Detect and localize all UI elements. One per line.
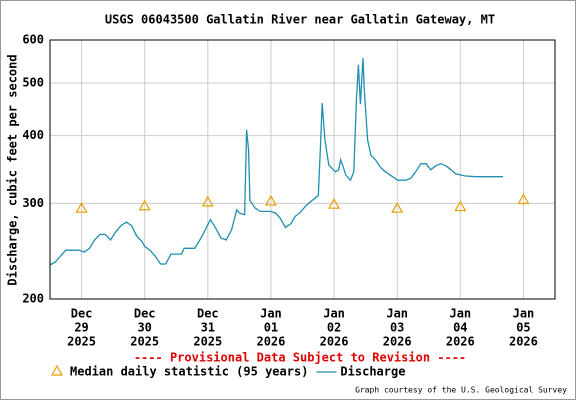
y-tick-label: 600 (22, 33, 44, 47)
chart-title: USGS 06043500 Gallatin River near Gallat… (105, 13, 495, 27)
median-marker (264, 194, 277, 206)
y-tick-label: 200 (22, 292, 44, 306)
x-tick-label: Dec (197, 307, 219, 321)
x-tick-label: 30 (137, 321, 151, 335)
x-tick-label: 31 (201, 321, 215, 335)
x-tick-label: Dec (134, 307, 156, 321)
y-tick-label: 500 (22, 75, 44, 89)
x-tick-label: 2026 (446, 335, 475, 349)
x-tick-label: Jan (513, 307, 535, 321)
x-tick-label: 2026 (320, 335, 349, 349)
x-tick-label: 2025 (130, 335, 159, 349)
y-tick-label: 400 (22, 128, 44, 142)
x-tick-label: 29 (74, 321, 88, 335)
x-tick-label: Jan (260, 307, 282, 321)
median-marker (138, 199, 151, 211)
median-marker (454, 200, 467, 212)
annotation: ---- Provisional Data Subject to Revisio… (134, 351, 466, 365)
x-tick-label: 05 (516, 321, 530, 335)
median-marker (517, 193, 530, 205)
x-tick-label: 2026 (509, 335, 538, 349)
x-tick-label: 04 (453, 321, 467, 335)
median-marker (201, 195, 214, 207)
x-tick-label: Jan (323, 307, 345, 321)
y-axis-label: Discharge, cubic feet per second (6, 54, 20, 285)
x-tick-label: Jan (386, 307, 408, 321)
x-tick-label: 2025 (67, 335, 96, 349)
legend-marker (50, 364, 64, 376)
x-tick-label: 01 (264, 321, 278, 335)
legend-label: Median daily statistic (95 years) (70, 365, 308, 379)
legend-label: Discharge (340, 365, 405, 379)
x-tick-label: 03 (390, 321, 404, 335)
median-marker (328, 197, 341, 209)
marks (49, 57, 530, 266)
y-tick-label: 300 (22, 196, 44, 210)
x-tick-label: 2026 (383, 335, 412, 349)
x-tick-label: 02 (327, 321, 341, 335)
x-tick-label: Jan (449, 307, 471, 321)
credit: Graph courtesy of the U.S. Geological Su… (355, 386, 567, 395)
x-tick-label: Dec (71, 307, 93, 321)
median-marker (75, 201, 88, 213)
x-tick-label: 2026 (256, 335, 285, 349)
discharge-line (49, 57, 504, 266)
x-tick-label: 2025 (193, 335, 222, 349)
plot-border (49, 39, 556, 300)
median-marker (391, 201, 404, 213)
